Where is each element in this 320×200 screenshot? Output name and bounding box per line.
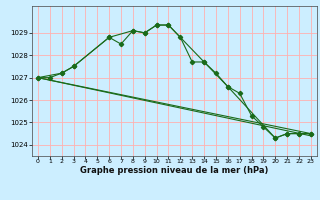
X-axis label: Graphe pression niveau de la mer (hPa): Graphe pression niveau de la mer (hPa) xyxy=(80,166,268,175)
